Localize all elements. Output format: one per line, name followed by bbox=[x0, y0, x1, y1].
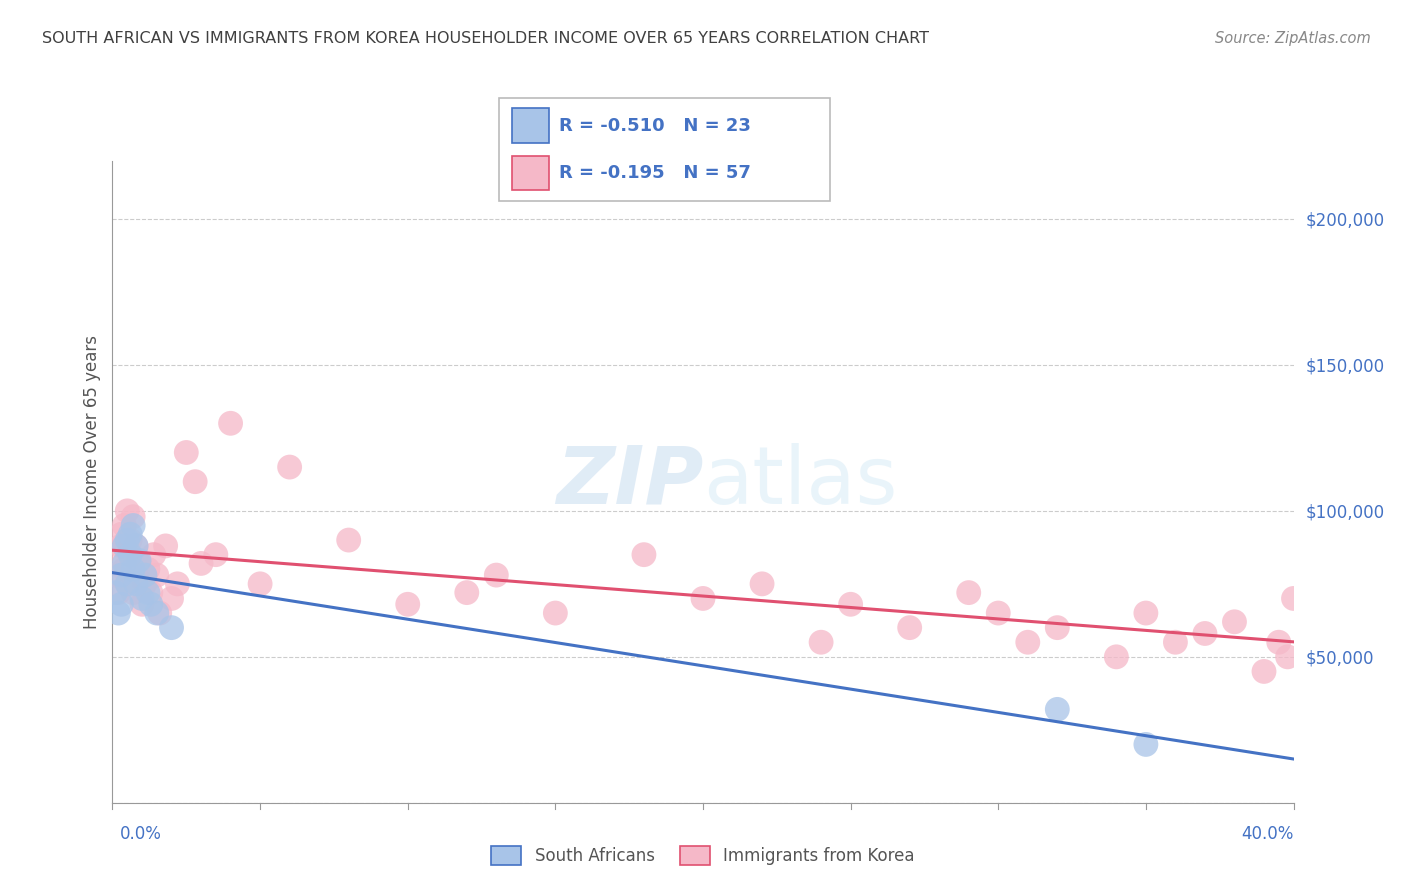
Point bbox=[1046, 621, 1069, 635]
Point bbox=[174, 445, 197, 459]
Point bbox=[110, 597, 132, 611]
Point bbox=[125, 539, 148, 553]
Point bbox=[117, 577, 138, 591]
Point bbox=[139, 597, 162, 611]
Point bbox=[166, 577, 188, 591]
Point bbox=[160, 591, 183, 606]
Point bbox=[112, 562, 135, 576]
Point bbox=[125, 539, 148, 553]
Point bbox=[131, 591, 153, 606]
Point bbox=[485, 568, 508, 582]
Point bbox=[692, 591, 714, 606]
Point bbox=[957, 585, 980, 599]
Point bbox=[112, 557, 135, 571]
Point bbox=[205, 548, 228, 562]
Point bbox=[134, 568, 156, 582]
Point bbox=[987, 606, 1010, 620]
Point bbox=[1135, 738, 1157, 752]
Point bbox=[184, 475, 207, 489]
Point bbox=[396, 597, 419, 611]
Point bbox=[146, 568, 169, 582]
Point bbox=[1017, 635, 1039, 649]
Point bbox=[278, 460, 301, 475]
Text: SOUTH AFRICAN VS IMMIGRANTS FROM KOREA HOUSEHOLDER INCOME OVER 65 YEARS CORRELAT: SOUTH AFRICAN VS IMMIGRANTS FROM KOREA H… bbox=[42, 31, 929, 46]
Legend: South Africans, Immigrants from Korea: South Africans, Immigrants from Korea bbox=[485, 839, 921, 871]
Point bbox=[120, 548, 142, 562]
Text: ZIP: ZIP bbox=[555, 442, 703, 521]
Text: R = -0.510   N = 23: R = -0.510 N = 23 bbox=[558, 117, 751, 135]
Point bbox=[1282, 591, 1305, 606]
Point bbox=[249, 577, 271, 591]
Point bbox=[898, 621, 921, 635]
Point bbox=[142, 548, 165, 562]
Text: atlas: atlas bbox=[703, 442, 897, 521]
Point bbox=[1268, 635, 1291, 649]
Point bbox=[107, 606, 129, 620]
Point bbox=[125, 577, 148, 591]
Point bbox=[456, 585, 478, 599]
Point bbox=[1164, 635, 1187, 649]
Point bbox=[117, 577, 138, 591]
FancyBboxPatch shape bbox=[499, 98, 830, 201]
FancyBboxPatch shape bbox=[512, 155, 548, 190]
Point bbox=[110, 568, 132, 582]
Point bbox=[122, 518, 145, 533]
Point bbox=[131, 597, 153, 611]
Point bbox=[190, 557, 212, 571]
Y-axis label: Householder Income Over 65 years: Householder Income Over 65 years bbox=[83, 334, 101, 629]
Point bbox=[122, 509, 145, 524]
Point bbox=[112, 539, 135, 553]
FancyBboxPatch shape bbox=[512, 108, 548, 144]
Point bbox=[104, 585, 127, 599]
Point bbox=[146, 606, 169, 620]
Point bbox=[122, 585, 145, 599]
Point bbox=[107, 585, 129, 599]
Point bbox=[337, 533, 360, 547]
Point bbox=[149, 606, 172, 620]
Point bbox=[136, 585, 159, 599]
Point bbox=[117, 504, 138, 518]
Text: Source: ZipAtlas.com: Source: ZipAtlas.com bbox=[1215, 31, 1371, 46]
Point bbox=[1223, 615, 1246, 629]
Point bbox=[1135, 606, 1157, 620]
Point bbox=[128, 553, 150, 567]
Point bbox=[1046, 702, 1069, 716]
Point bbox=[155, 539, 177, 553]
Point bbox=[810, 635, 832, 649]
Point bbox=[110, 527, 132, 541]
Point bbox=[751, 577, 773, 591]
Point bbox=[120, 548, 142, 562]
Point bbox=[139, 585, 162, 599]
Point bbox=[160, 621, 183, 635]
Point bbox=[125, 568, 148, 582]
Point bbox=[544, 606, 567, 620]
Point bbox=[120, 533, 142, 547]
Point bbox=[134, 577, 156, 591]
Point bbox=[128, 557, 150, 571]
Point bbox=[839, 597, 862, 611]
Point bbox=[1277, 649, 1299, 664]
Point bbox=[1194, 626, 1216, 640]
Point bbox=[110, 539, 132, 553]
Point bbox=[112, 518, 135, 533]
Text: R = -0.195   N = 57: R = -0.195 N = 57 bbox=[558, 164, 751, 182]
Point bbox=[104, 568, 127, 582]
Point bbox=[122, 562, 145, 576]
Point bbox=[219, 417, 242, 431]
Point bbox=[1253, 665, 1275, 679]
Point bbox=[120, 527, 142, 541]
Point bbox=[1105, 649, 1128, 664]
Point bbox=[136, 562, 159, 576]
Point bbox=[633, 548, 655, 562]
Point bbox=[107, 548, 129, 562]
Text: 0.0%: 0.0% bbox=[120, 825, 162, 843]
Point bbox=[117, 533, 138, 547]
Text: 40.0%: 40.0% bbox=[1241, 825, 1294, 843]
